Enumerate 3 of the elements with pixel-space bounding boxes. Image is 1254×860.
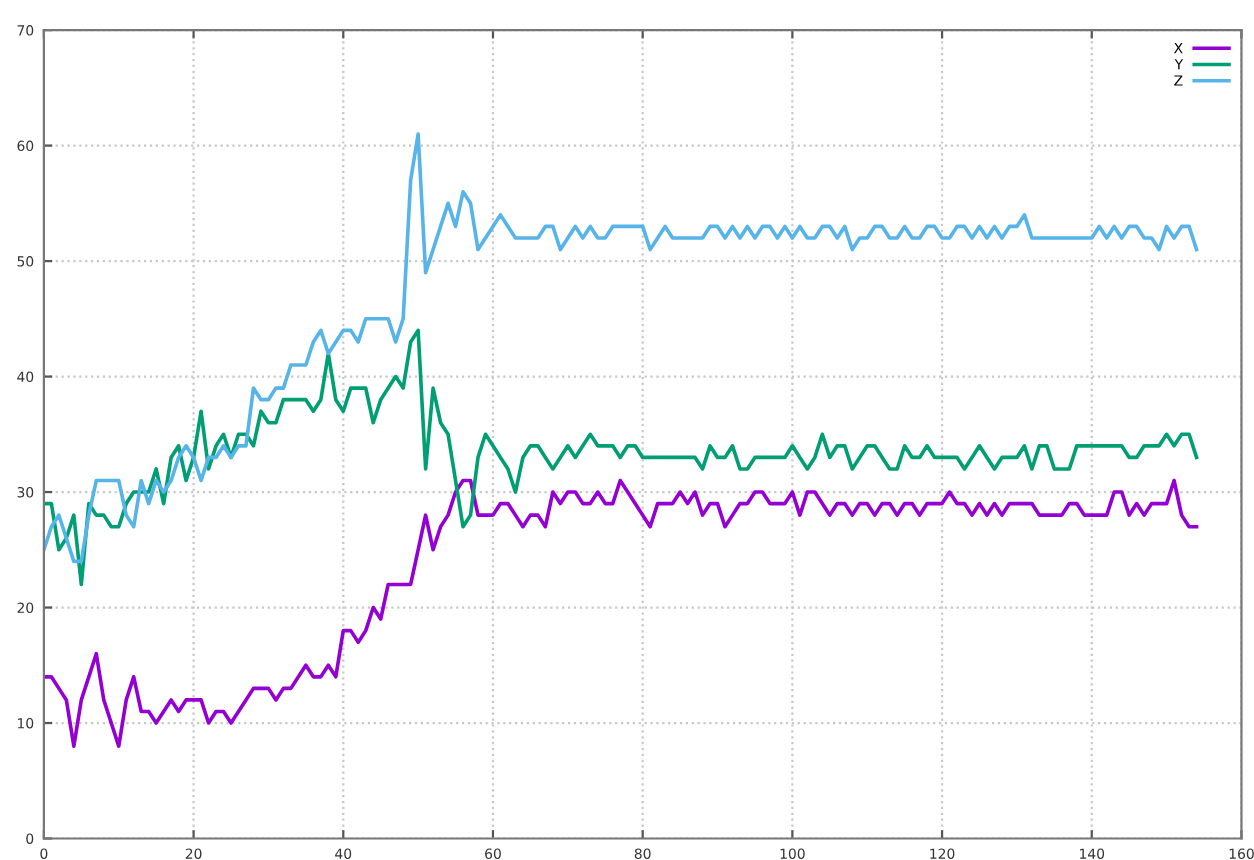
line-series — [43, 328, 1199, 587]
line-series — [43, 478, 1199, 748]
line-series — [43, 132, 1199, 564]
